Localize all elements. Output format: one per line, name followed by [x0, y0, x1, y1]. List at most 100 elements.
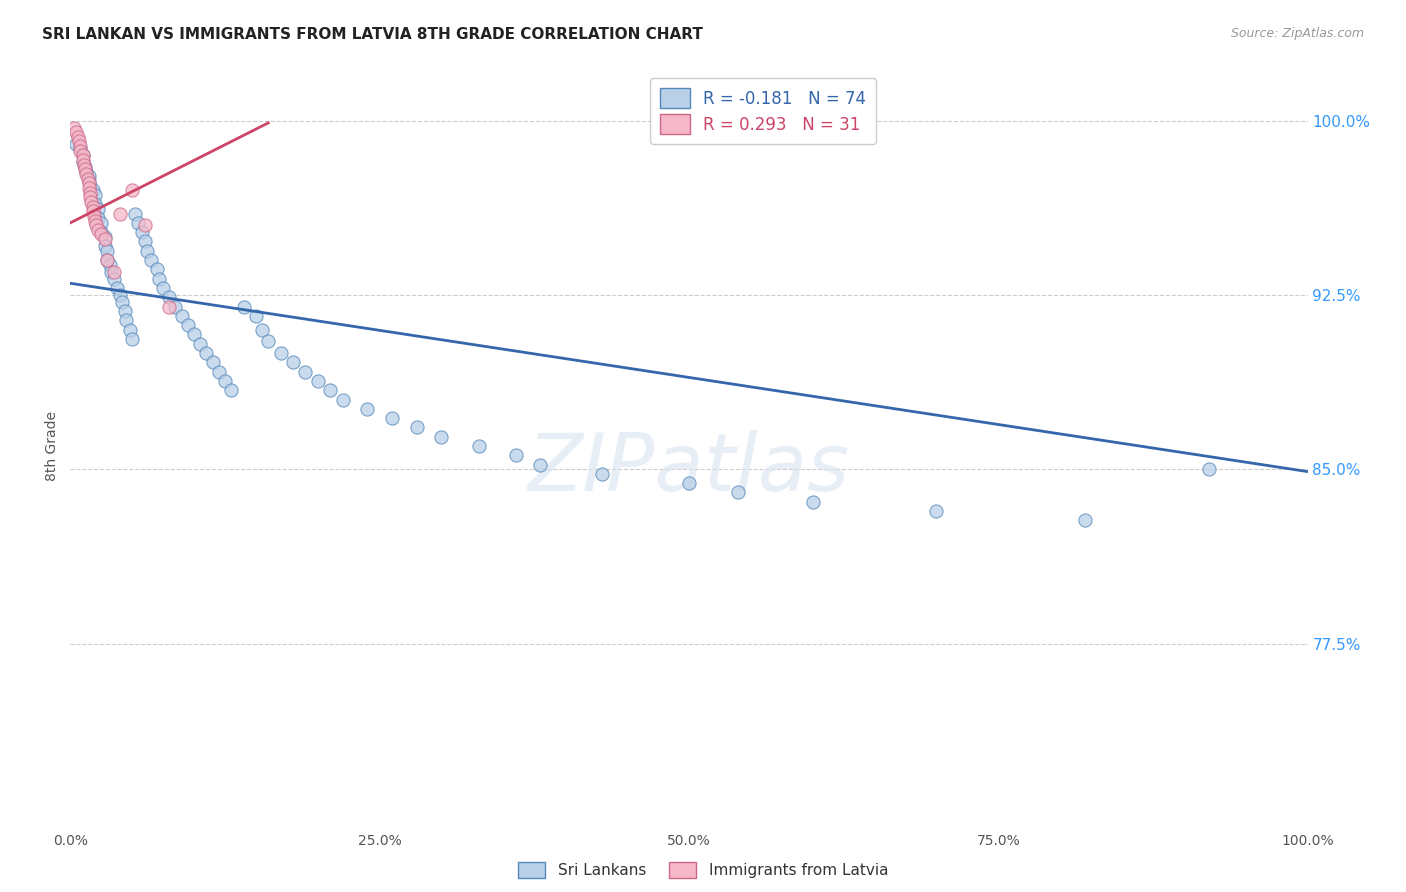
Point [294, 365, 316, 379]
Point [77, 181, 100, 195]
Point [84, 218, 107, 232]
Point [127, 216, 149, 230]
Point [73, 158, 96, 172]
Point [86, 211, 108, 226]
Point [86, 223, 108, 237]
Point [131, 225, 153, 239]
Point [72, 148, 94, 162]
Point [69, 139, 91, 153]
Point [121, 332, 143, 346]
Point [270, 346, 292, 360]
Point [108, 288, 131, 302]
Point [115, 313, 138, 327]
Point [105, 281, 128, 295]
Point [136, 244, 159, 258]
Point [75, 167, 97, 181]
Point [356, 401, 378, 416]
Point [77, 177, 100, 191]
Point [157, 290, 180, 304]
Point [118, 323, 141, 337]
Point [108, 206, 131, 220]
Point [79, 186, 101, 200]
Point [77, 174, 100, 188]
Point [84, 213, 107, 227]
Point [430, 430, 453, 444]
Point [678, 476, 700, 491]
Point [69, 144, 91, 158]
Point [134, 218, 156, 232]
Point [467, 439, 489, 453]
Point [66, 129, 89, 144]
Point [152, 281, 174, 295]
Point [96, 253, 118, 268]
Point [307, 374, 329, 388]
Point [76, 171, 98, 186]
Point [195, 346, 218, 360]
Point [98, 258, 121, 272]
Point [65, 125, 87, 139]
Point [219, 383, 242, 397]
Point [75, 164, 97, 178]
Point [319, 383, 342, 397]
Point [232, 300, 254, 314]
Point [79, 190, 101, 204]
Point [83, 209, 105, 223]
Point [1074, 513, 1097, 527]
Point [591, 467, 613, 481]
Point [134, 235, 156, 249]
Point [146, 262, 169, 277]
Point [139, 253, 162, 268]
Point [177, 318, 200, 332]
Point [94, 229, 117, 244]
Point [72, 148, 94, 162]
Point [281, 355, 304, 369]
Point [183, 327, 205, 342]
Text: ZIPatlas: ZIPatlas [527, 430, 851, 508]
Point [65, 136, 87, 151]
Point [925, 504, 948, 518]
Point [79, 178, 101, 193]
Point [80, 194, 103, 209]
Point [381, 411, 404, 425]
Point [405, 420, 427, 434]
Point [170, 309, 193, 323]
Text: Source: ZipAtlas.com: Source: ZipAtlas.com [1230, 27, 1364, 40]
Point [69, 141, 91, 155]
Point [77, 169, 100, 184]
Point [90, 225, 112, 239]
Point [96, 253, 118, 268]
Point [82, 204, 104, 219]
Point [214, 374, 236, 388]
Legend: Sri Lankans, Immigrants from Latvia: Sri Lankans, Immigrants from Latvia [512, 856, 894, 884]
Point [103, 265, 125, 279]
Point [63, 120, 86, 135]
Point [257, 334, 280, 349]
Point [124, 206, 146, 220]
Point [103, 271, 125, 285]
Point [727, 485, 749, 500]
Point [148, 271, 170, 285]
Point [111, 294, 134, 309]
Point [72, 153, 94, 167]
Point [165, 300, 187, 314]
Point [201, 355, 224, 369]
Y-axis label: 8th Grade: 8th Grade [45, 411, 59, 481]
Point [86, 202, 108, 216]
Point [114, 304, 136, 318]
Point [188, 336, 211, 351]
Point [505, 448, 527, 462]
Point [90, 227, 112, 242]
Point [245, 309, 267, 323]
Text: SRI LANKAN VS IMMIGRANTS FROM LATVIA 8TH GRADE CORRELATION CHART: SRI LANKAN VS IMMIGRANTS FROM LATVIA 8TH… [42, 27, 703, 42]
Point [82, 200, 104, 214]
Point [67, 135, 90, 149]
Point [121, 183, 143, 197]
Point [801, 495, 824, 509]
Point [208, 365, 231, 379]
Point [82, 183, 104, 197]
Point [75, 162, 97, 177]
Point [84, 188, 107, 202]
Point [96, 244, 118, 258]
Point [332, 392, 354, 407]
Point [100, 265, 122, 279]
